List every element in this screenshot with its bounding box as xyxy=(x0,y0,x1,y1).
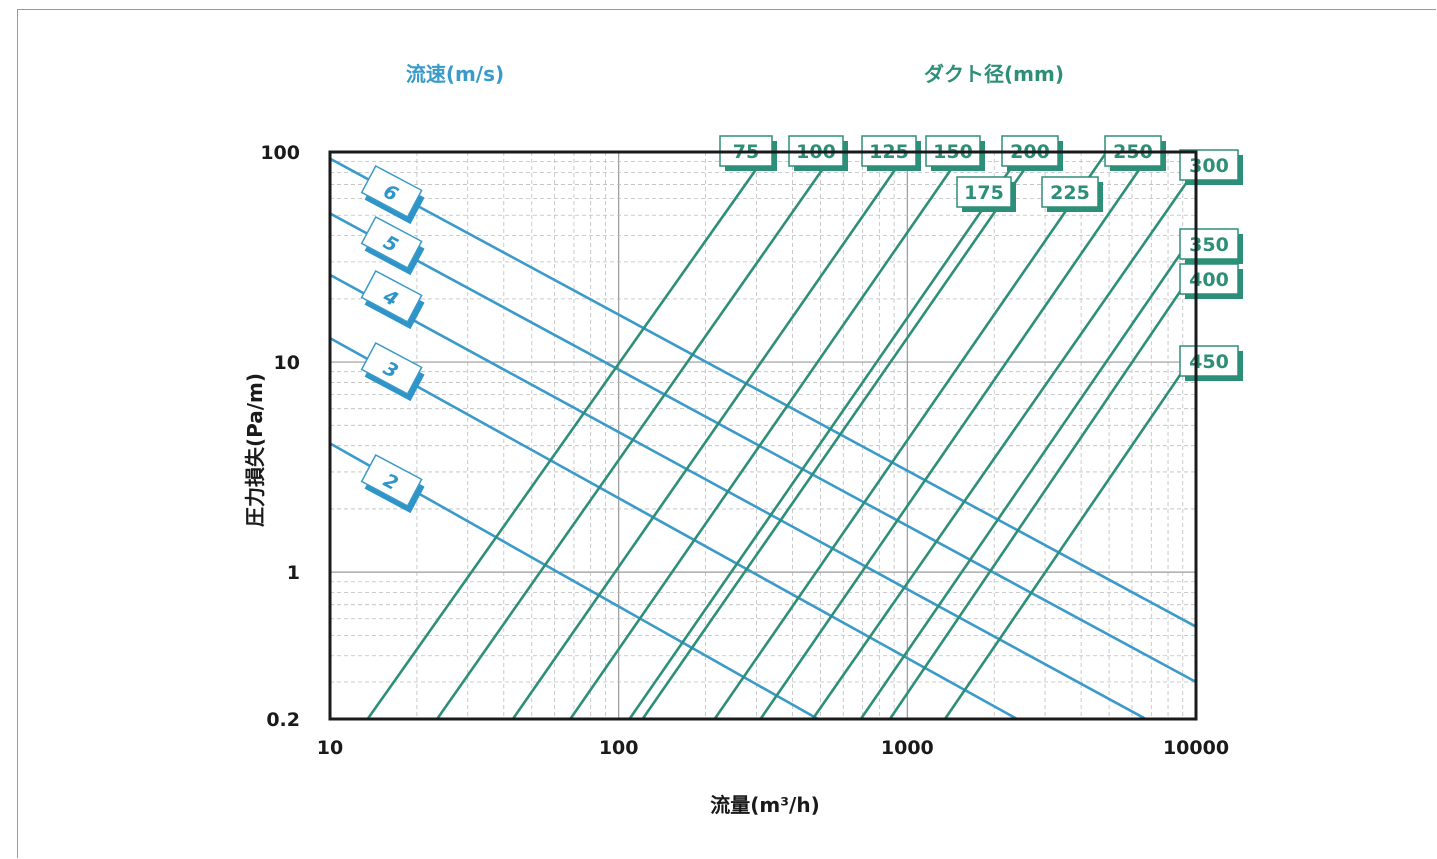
duct-line-225 xyxy=(713,151,1108,720)
duct-label-175: 175 xyxy=(956,176,1016,212)
duct-line-75 xyxy=(366,151,770,720)
svg-text:225: 225 xyxy=(1050,182,1090,204)
duct-label-450: 450 xyxy=(1179,345,1243,381)
x-axis-title: 流量(m³/h) xyxy=(710,793,819,817)
duct-label-400: 400 xyxy=(1179,263,1243,299)
y-tick-label: 1 xyxy=(287,562,300,584)
duct-label-350: 350 xyxy=(1179,228,1243,264)
plot-border xyxy=(328,150,1198,721)
duct-line-300 xyxy=(811,168,1198,720)
duct-line-200 xyxy=(641,151,1038,720)
duct-line-100 xyxy=(436,151,836,720)
duct-label-225: 225 xyxy=(1041,176,1103,212)
velocity-label-3: 3 xyxy=(360,341,425,402)
x-tick-label: 10 xyxy=(317,737,343,759)
duct-label-300: 300 xyxy=(1179,149,1243,185)
svg-text:350: 350 xyxy=(1189,234,1229,256)
velocity-line-6 xyxy=(329,157,1197,628)
duct-lines xyxy=(366,151,1198,720)
velocity-header: 流速(m/s) xyxy=(406,62,504,86)
svg-text:300: 300 xyxy=(1189,155,1229,177)
duct-line-150 xyxy=(569,151,965,720)
velocity-line-3 xyxy=(329,337,1018,721)
y-tick-label: 10 xyxy=(274,352,300,374)
x-tick-label: 1000 xyxy=(881,737,934,759)
velocity-line-4 xyxy=(329,273,1147,721)
duct-line-250 xyxy=(759,151,1153,720)
velocity-label-2: 2 xyxy=(360,453,425,514)
duct-line-125 xyxy=(511,151,909,720)
duct-line-400 xyxy=(888,267,1198,720)
duct-diameter-header: ダクト径(mm) xyxy=(924,62,1064,86)
svg-text:400: 400 xyxy=(1189,269,1229,291)
chart-frame xyxy=(17,9,1436,858)
velocity-label-5: 5 xyxy=(360,215,425,276)
velocity-label-6: 6 xyxy=(360,164,425,225)
x-tick-label: 10000 xyxy=(1163,737,1229,759)
svg-text:175: 175 xyxy=(964,182,1004,204)
grid xyxy=(330,152,1196,719)
velocity-line-5 xyxy=(329,212,1197,684)
velocity-labels: 654 3 2 xyxy=(360,164,425,514)
y-tick-label: 100 xyxy=(260,142,300,164)
x-tick-label: 100 xyxy=(599,737,639,759)
velocity-lines xyxy=(329,157,1197,721)
svg-text:450: 450 xyxy=(1189,351,1229,373)
duct-line-175 xyxy=(628,151,1024,720)
velocity-label-4: 4 xyxy=(360,269,425,330)
tick-labels: 10 100 1000 10000 100 10 1 0.2 xyxy=(260,142,1229,759)
duct-line-350 xyxy=(859,230,1198,720)
duct-line-450 xyxy=(943,351,1198,720)
y-tick-label: 0.2 xyxy=(266,709,300,731)
y-axis-title: 圧力損失(Pa/m) xyxy=(243,373,267,527)
